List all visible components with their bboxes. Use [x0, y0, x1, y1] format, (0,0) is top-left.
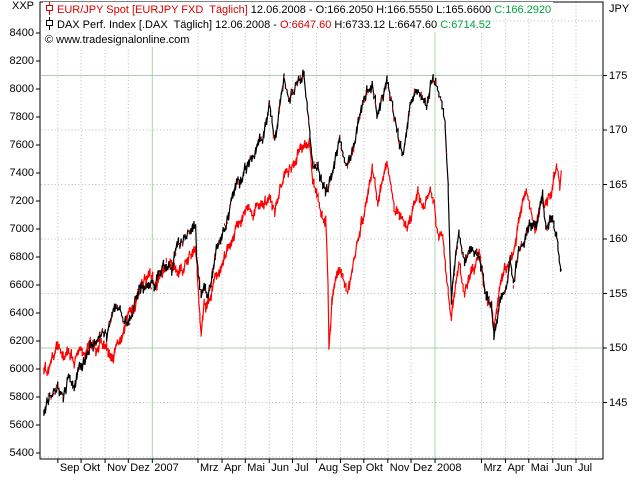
right-axis-tick-label: 165 [609, 178, 628, 191]
right-axis-tick-label: 150 [609, 342, 628, 354]
legend-title: EUR/JPY Spot [EURJPY FXD Täglich] [57, 4, 248, 16]
right-axis-tick-label: 145 [609, 396, 628, 409]
right-axis-tick-label: 160 [609, 233, 628, 245]
plot-border [39, 1, 604, 460]
left-axis-tick-label: 6800 [9, 251, 34, 263]
left-axis-tick-label: 7800 [9, 111, 34, 123]
month-tick-label: Apr [224, 462, 242, 474]
legend-segment: 12.06.2008 - [212, 19, 280, 31]
month-tick-label: Mai [530, 462, 549, 474]
month-tick-label: Mrz [483, 462, 502, 474]
series-eurjpy-path [43, 137, 562, 376]
legend: EUR/JPY Spot [EURJPY FXD Täglich] 12.06.… [43, 2, 554, 32]
left-axis-tick-label: 5600 [9, 419, 34, 431]
month-tick-label: Sep [59, 462, 80, 474]
legend-row: DAX Perf. Index [.DAX Täglich] 12.06.200… [43, 17, 493, 32]
right-axis-unit-label: JPY [609, 3, 630, 15]
month-tick-label: Jul [578, 462, 593, 474]
month-tick-label: Nov [107, 462, 127, 474]
month-tick-label: Jun [271, 462, 290, 474]
month-tick-label: Apr [507, 462, 525, 474]
candlestick-icon [46, 17, 53, 30]
left-axis-tick-label: 5400 [9, 447, 34, 459]
left-axis-tick-label: 6200 [9, 335, 34, 347]
month-tick-label: 2007 [154, 462, 179, 474]
left-axis-tick-label: 7400 [9, 167, 34, 179]
legend-segment: C:6714.52 [440, 19, 491, 31]
month-tick-label: Okt [83, 462, 101, 474]
right-axis-tick-label: 155 [609, 287, 628, 300]
left-axis-tick-label: 6400 [9, 307, 34, 319]
month-tick-label: Jul [294, 462, 309, 474]
watermark: © www.tradesignalonline.com [43, 34, 192, 47]
left-axis-tick-label: 6000 [9, 363, 34, 375]
left-axis-tick-label: 7600 [9, 139, 34, 151]
legend-segment: O:6647.60 [279, 19, 332, 31]
month-tick-label: Nov [389, 462, 410, 474]
month-tick-label: Aug [318, 462, 339, 474]
left-axis-tick-label: 5800 [9, 391, 34, 403]
left-axis-tick-label: 6600 [9, 279, 34, 291]
left-axis-unit-label: XXP [11, 0, 34, 12]
legend-row: EUR/JPY Spot [EURJPY FXD Täglich] 12.06.… [43, 2, 554, 17]
month-tick-label: Okt [365, 462, 383, 474]
series-dax-downday-flecks [47, 74, 551, 400]
month-tick-label: Jun [554, 462, 573, 474]
legend-segment: H:6733.12 L:6647.60 [331, 19, 441, 31]
left-axis-tick-label: 7000 [9, 223, 34, 235]
month-tick-label: Dez [413, 462, 433, 474]
legend-segment: 12.06.2008 - O:166.2050 H:166.5550 L:165… [247, 4, 495, 16]
month-tick-label: Dez [130, 462, 150, 474]
legend-title: DAX Perf. Index [.DAX Täglich] [57, 19, 213, 31]
month-tick-label: 2008 [437, 462, 462, 474]
month-tick-label: Mai [247, 462, 265, 474]
month-tick-label: Sep [342, 462, 363, 474]
right-axis-tick-label: 170 [609, 124, 628, 136]
series-dax-path [43, 69, 562, 416]
left-axis-tick-label: 8400 [9, 27, 34, 39]
legend-segment: C:166.2920 [494, 4, 552, 16]
left-axis-tick-label: 8000 [9, 83, 34, 95]
left-axis-tick-label: 7200 [9, 195, 34, 207]
month-tick-label: Mrz [200, 462, 219, 474]
candlestick-icon [46, 2, 53, 15]
left-axis-tick-label: 8200 [9, 55, 34, 67]
right-axis-tick-label: 175 [609, 69, 628, 82]
